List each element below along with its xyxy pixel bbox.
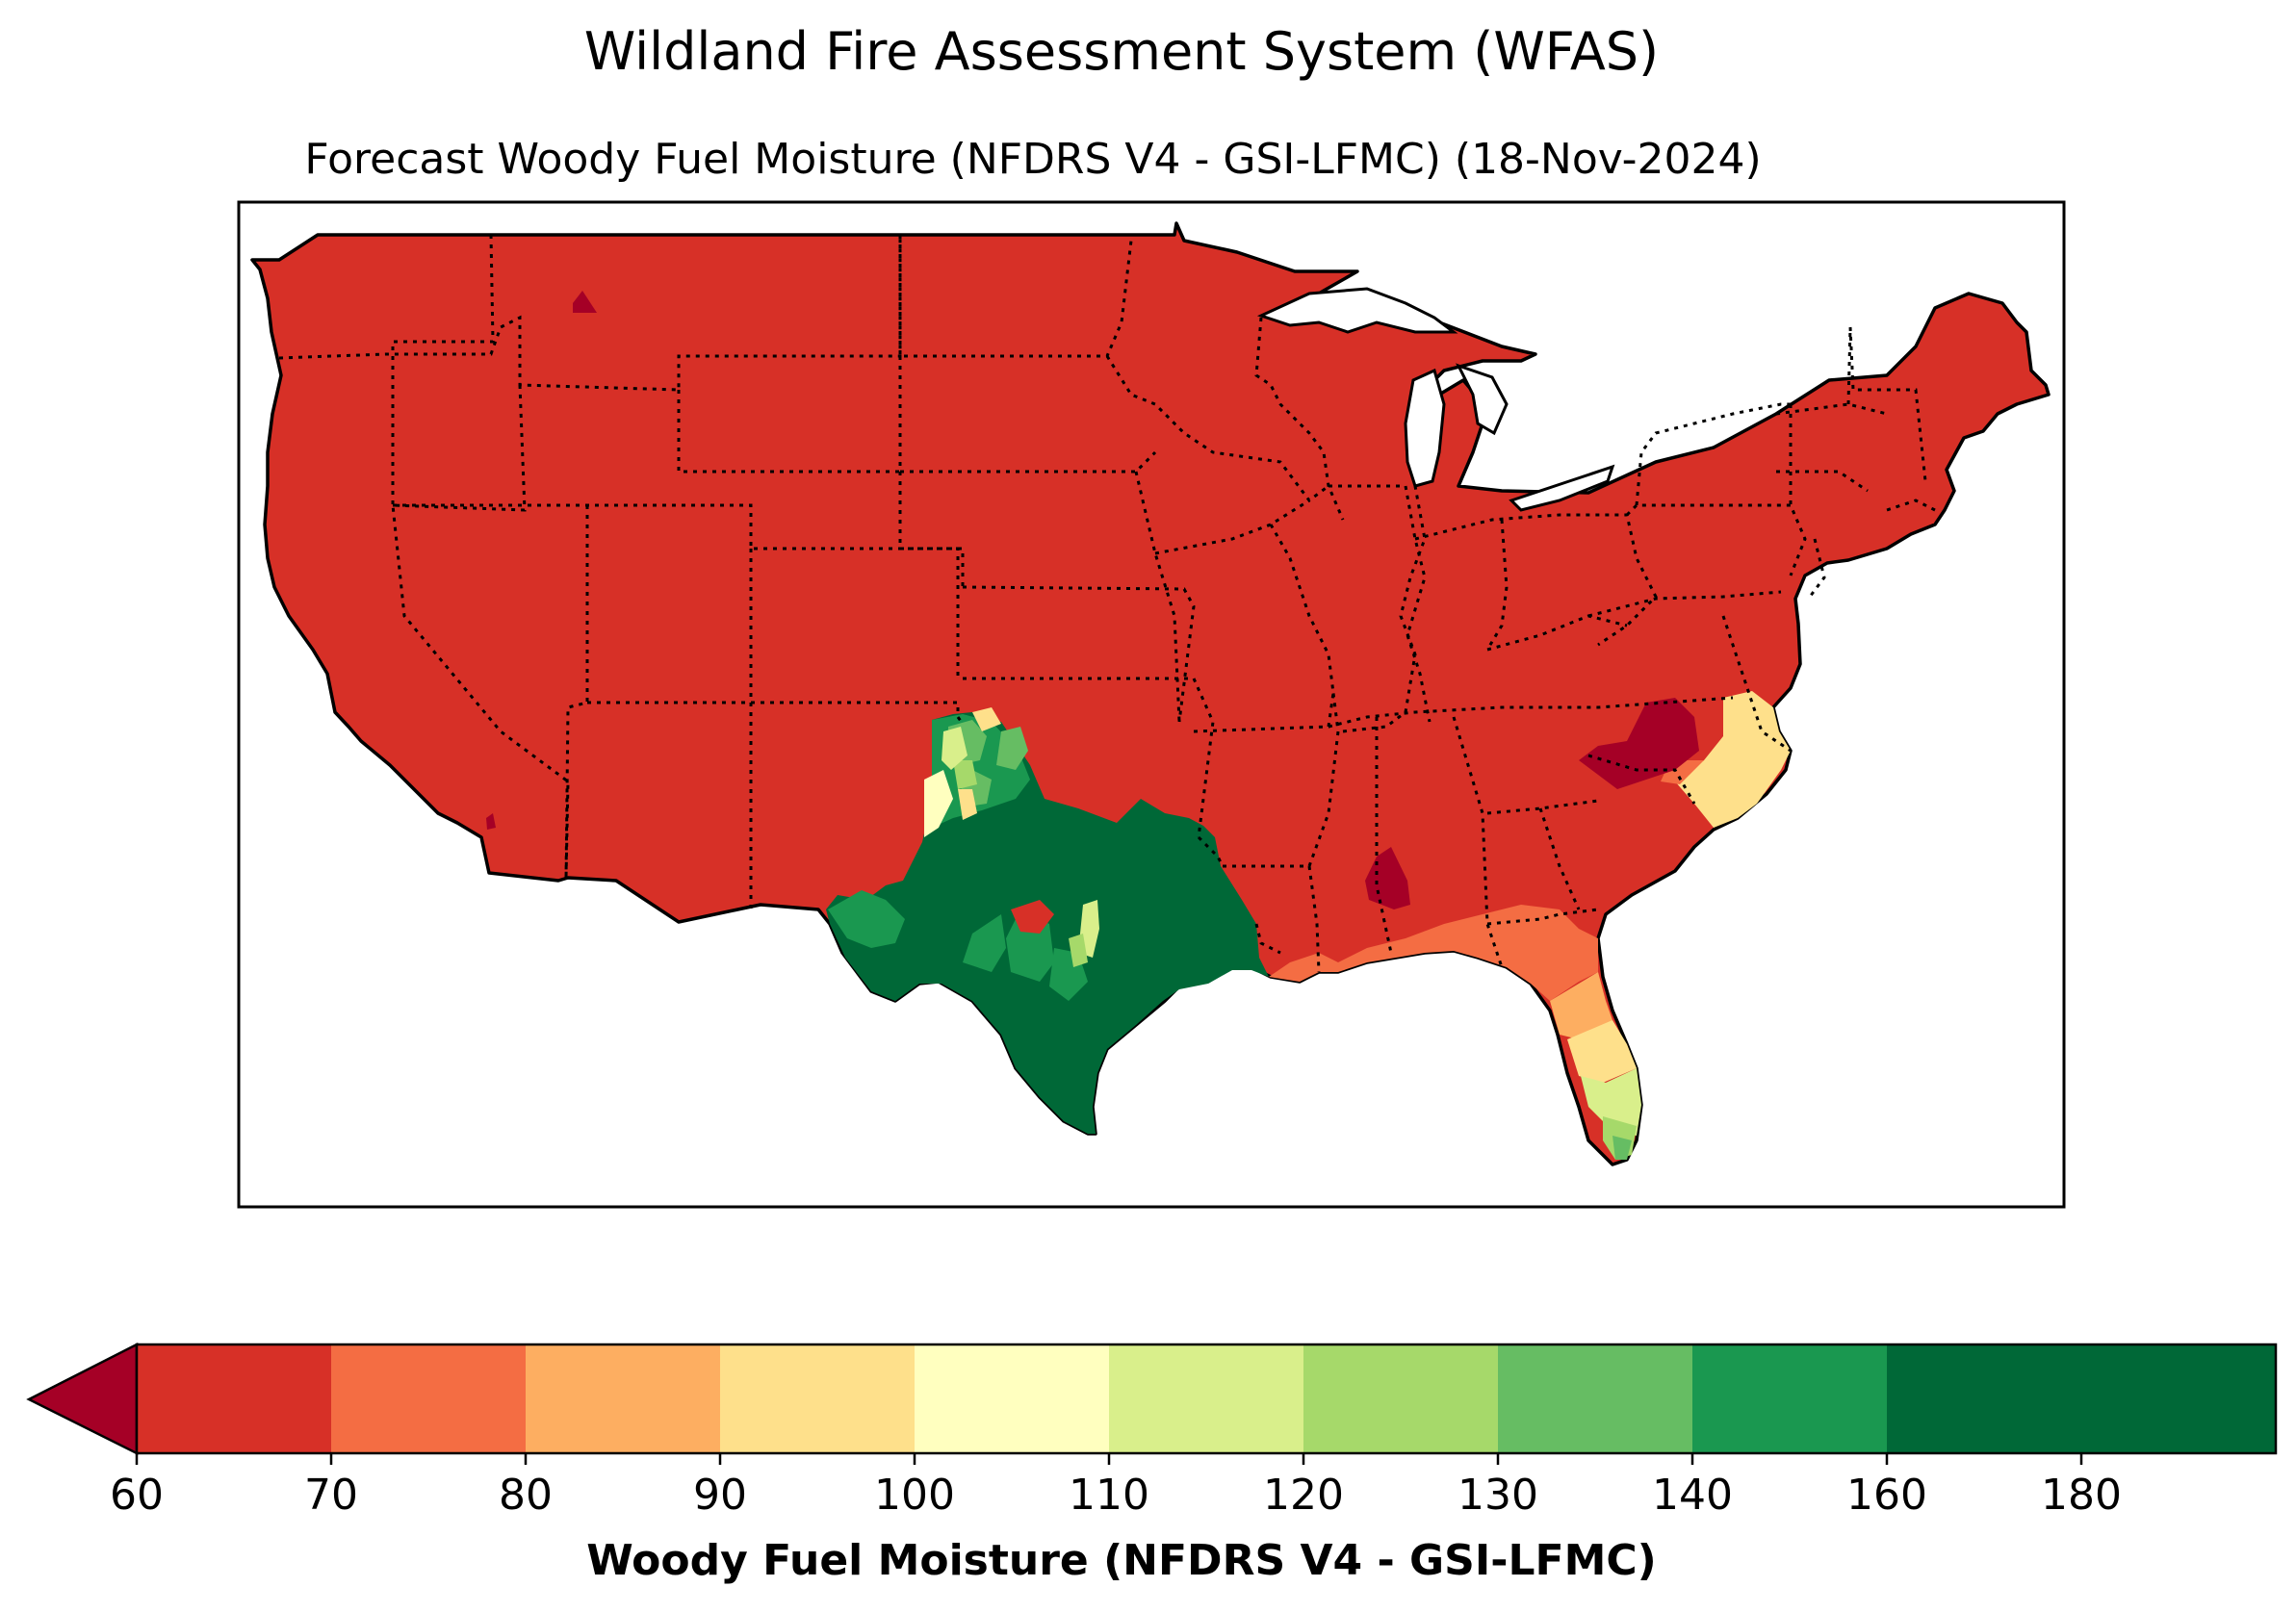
colorbar-bin-100-110: [915, 1344, 1110, 1453]
lake-michigan: [1404, 368, 1446, 488]
colorbar-bin-80-90: [526, 1344, 721, 1453]
lake-erie: [1509, 464, 1615, 512]
region-70-80-gulf: [1269, 905, 1598, 1001]
colorbar-bin-90-100: [720, 1344, 916, 1453]
colorbar: [26, 1342, 2278, 1465]
figure-suptitle: Wildland Fire Assessment System (WFAS): [583, 21, 1660, 82]
colorbar-under-arrow: [26, 1342, 139, 1456]
colorbar-bin-60-70: [137, 1344, 332, 1453]
colorbar-outline: [135, 1343, 2278, 1455]
region-140-160-b: [828, 890, 905, 948]
colorbar-bin-70-80: [331, 1344, 527, 1453]
region-110-120-a: [942, 727, 967, 770]
region-under60-id: [573, 291, 597, 313]
region-100-110: [924, 770, 953, 837]
lake-huron: [1456, 363, 1509, 436]
region-60-70-texas: [1011, 900, 1054, 934]
map-title: Forecast Woody Fuel Moisture (NFDRS V4 -…: [304, 135, 1762, 184]
region-under60-ca: [486, 813, 496, 830]
region-120-130-b: [1069, 934, 1088, 967]
colorbar-bins: [137, 1344, 2277, 1453]
region-120-130: [953, 760, 977, 789]
region-90-100-fl: [1567, 1020, 1637, 1083]
region-130-140-b: [996, 727, 1028, 770]
colorbar-bin-140-160: [1692, 1344, 1888, 1453]
colorbar-bin-160-200: [1887, 1344, 2277, 1453]
colorbar-tick-marks: [135, 1453, 2083, 1465]
region-80-90-fl: [1550, 972, 1612, 1039]
region-110-120-fl: [1581, 1068, 1641, 1136]
region-140-160-d: [963, 914, 1006, 972]
region-90-100-nc: [1675, 691, 1791, 828]
colorbar-bin-120-130: [1303, 1344, 1499, 1453]
region-90-100-a: [972, 707, 1001, 731]
colorbar-bin-110-120: [1109, 1344, 1304, 1453]
colorbar-label: Woody Fuel Moisture (NFDRS V4 - GSI-LFMC…: [586, 1536, 1657, 1585]
region-90-100-b: [958, 789, 977, 820]
region-under60-nc: [1579, 698, 1699, 789]
state-borders: [278, 234, 1936, 973]
region-130-140-fl: [1612, 1136, 1632, 1160]
colorbar-bin-130-140: [1498, 1344, 1693, 1453]
lake-superior: [1256, 287, 1458, 334]
